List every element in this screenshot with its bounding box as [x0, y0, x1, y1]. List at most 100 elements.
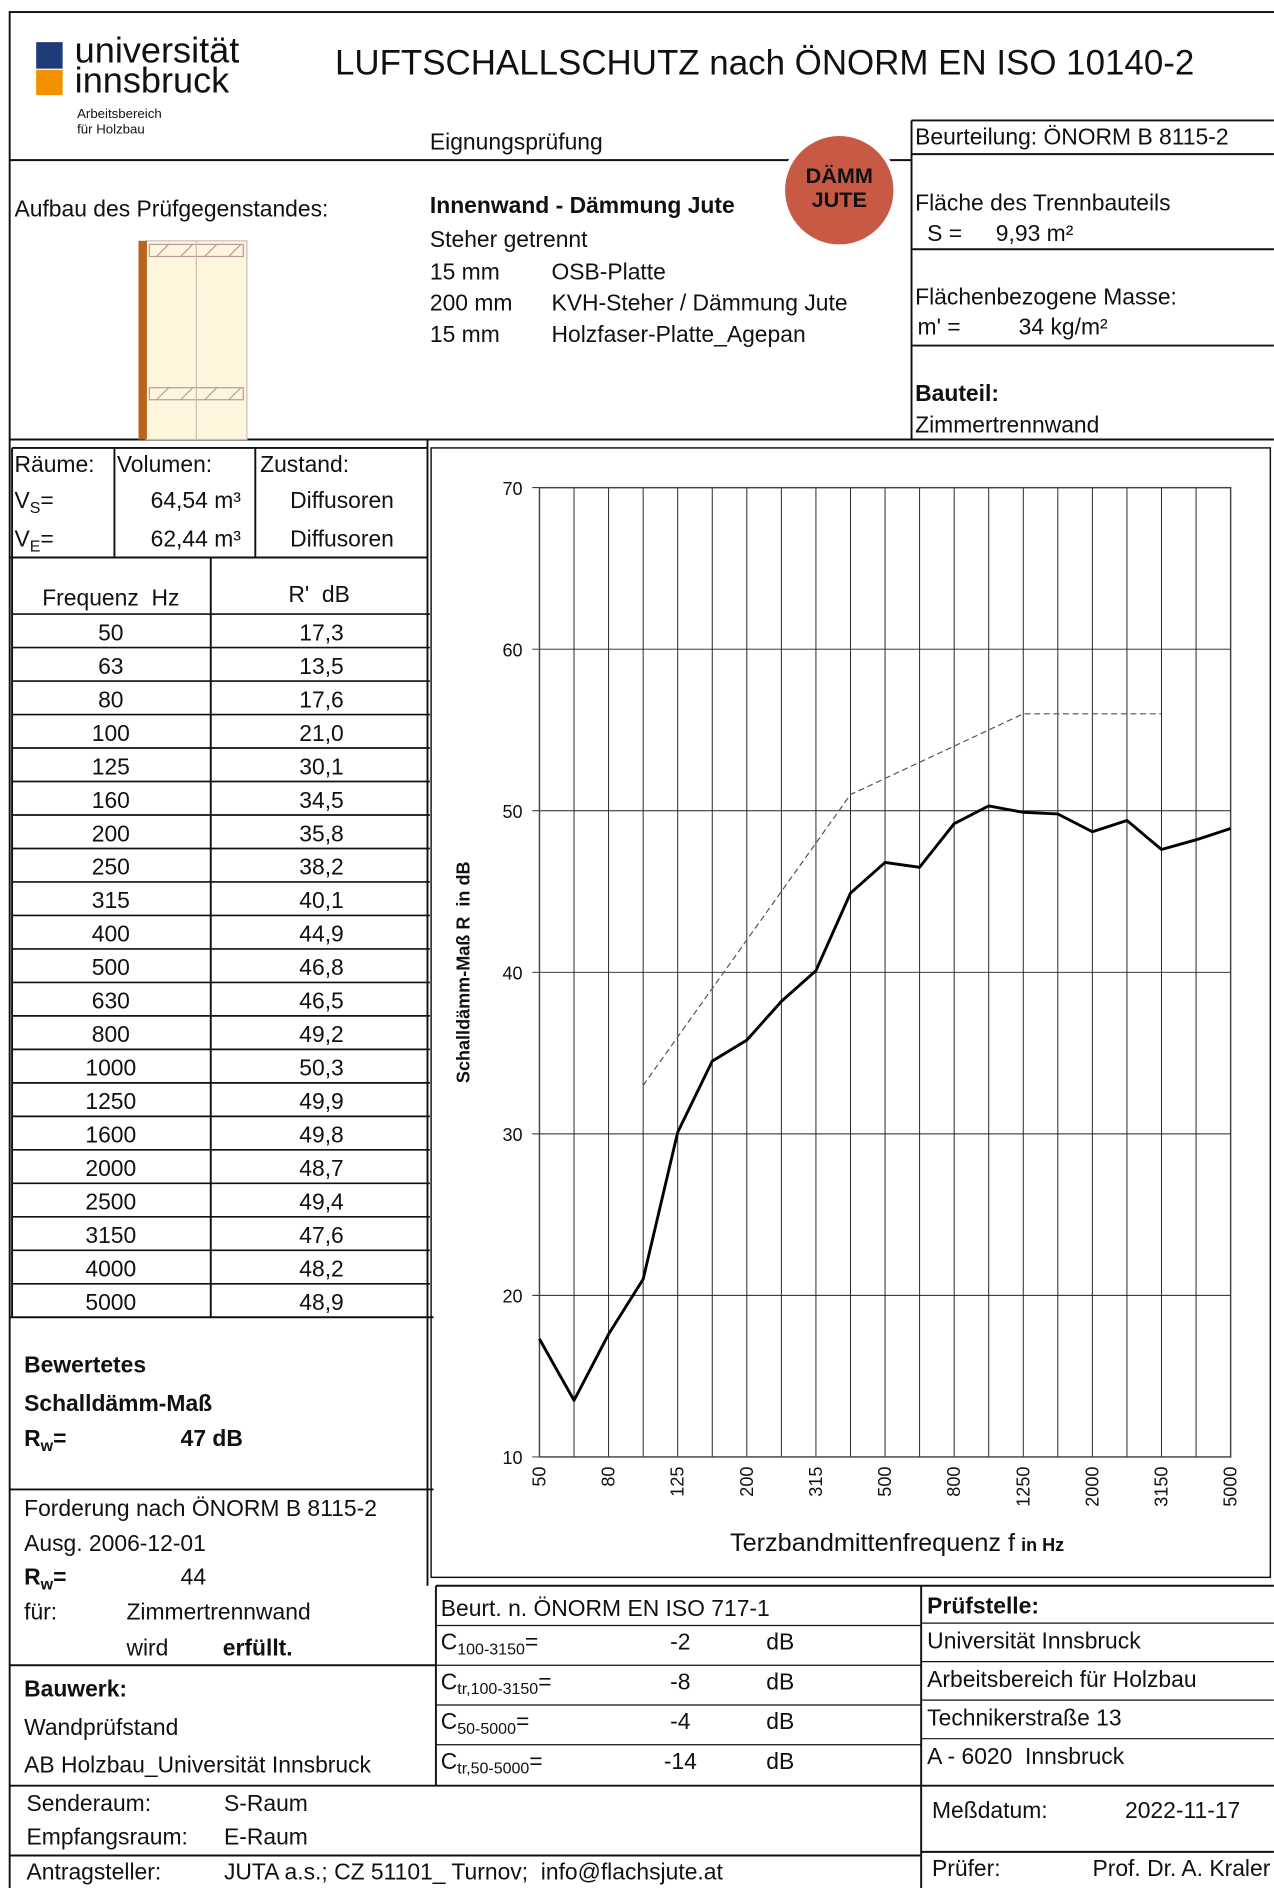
symbol-part: =	[538, 1668, 551, 1694]
room-volume: 62,44 m³	[151, 526, 242, 552]
lab-line: Arbeitsbereich für Holzbau	[927, 1666, 1196, 1692]
table-value: 48,2	[299, 1256, 344, 1282]
badge-text: JUTE	[812, 187, 867, 212]
subscript: S	[30, 500, 41, 517]
symbol-part: C	[441, 1748, 458, 1774]
footer-value: E-Raum	[224, 1824, 308, 1850]
mass-symbol: m' =	[918, 314, 961, 340]
x-tick-label: 800	[944, 1467, 964, 1497]
spectrum-value: -8	[670, 1668, 690, 1694]
rating-value: 47 dB	[181, 1425, 243, 1451]
test-type: Eignungsprüfung	[430, 128, 603, 154]
table-header: Frequenz Hz	[42, 585, 179, 611]
symbol-part: =	[40, 487, 53, 513]
y-tick-label: 40	[503, 964, 523, 984]
y-tick-label: 20	[503, 1287, 523, 1307]
subscript: w	[40, 1438, 54, 1455]
mass-label: Flächenbezogene Masse:	[915, 284, 1177, 310]
x-label-main: Terzbandmittenfrequenz f	[730, 1529, 1016, 1557]
symbol-part: V	[14, 526, 30, 552]
specimen-note: Steher getrennt	[430, 226, 588, 252]
table-freq: 160	[92, 787, 130, 813]
x-tick-label: 3150	[1152, 1467, 1172, 1507]
footer-value: S-Raum	[224, 1790, 308, 1816]
y-tick-label: 60	[503, 640, 523, 660]
spectrum-value: -2	[670, 1629, 690, 1655]
table-freq: 400	[92, 921, 130, 947]
x-tick-label: 200	[737, 1467, 757, 1497]
lab-label: Prüfstelle:	[927, 1592, 1039, 1618]
building-line: Wandprüfstand	[24, 1714, 178, 1740]
x-tick-label: 80	[599, 1467, 619, 1487]
table-value: 38,2	[299, 854, 344, 880]
x-tick-label: 5000	[1221, 1467, 1241, 1507]
layer-material: Holzfaser-Platte_Agepan	[552, 321, 806, 347]
y-axis-label: Schalldämm-Maß R in dB	[454, 861, 474, 1083]
table-value: 13,5	[299, 653, 344, 679]
table-value: 50,3	[299, 1055, 344, 1081]
table-freq: 1000	[85, 1055, 136, 1081]
table-value: 40,1	[299, 887, 344, 913]
logo-blue	[36, 42, 62, 68]
table-freq: 630	[92, 988, 130, 1014]
requirement-result: erfüllt.	[223, 1635, 293, 1661]
x-tick-label: 2000	[1082, 1467, 1102, 1507]
wall-sketch	[139, 241, 247, 440]
layer-thickness: 15 mm	[430, 258, 500, 284]
table-value: 17,3	[299, 619, 344, 645]
table-value: 46,5	[299, 988, 344, 1014]
table-value: 49,8	[299, 1122, 344, 1148]
room-state: Diffusoren	[290, 526, 394, 552]
symbol-part: =	[525, 1629, 538, 1655]
room-state: Diffusoren	[290, 487, 394, 513]
logo-text: innsbruck	[75, 60, 230, 101]
requirement-for: für:	[24, 1598, 57, 1624]
y-tick-label: 10	[503, 1448, 523, 1468]
lab-line: Technikerstraße 13	[927, 1704, 1121, 1730]
spectrum-unit: dB	[766, 1748, 794, 1774]
footer-value: JUTA a.s.; CZ 51101_ Turnov; info@flachs…	[224, 1859, 723, 1885]
table-value: 17,6	[299, 686, 344, 712]
x-tick-label: 50	[529, 1467, 549, 1487]
symbol-part: =	[40, 526, 53, 552]
spectrum-title: Beurt. n. ÖNORM EN ISO 717-1	[441, 1595, 770, 1621]
footer-label: Prüfer:	[932, 1855, 1001, 1881]
table-freq: 4000	[85, 1256, 136, 1282]
table-freq: 63	[98, 653, 123, 679]
mass-value: 34 kg/m²	[1019, 314, 1108, 340]
specimen-label: Aufbau des Prüfgegenstandes:	[14, 196, 328, 222]
lab-line: A - 6020 Innsbruck	[927, 1743, 1125, 1769]
rooms-header: Volumen:	[117, 451, 212, 477]
assessment: Beurteilung: ÖNORM B 8115-2	[915, 123, 1228, 149]
spectrum-unit: dB	[766, 1629, 794, 1655]
x-label-unit: in Hz	[1021, 1535, 1064, 1555]
spectrum-unit: dB	[766, 1708, 794, 1734]
layer-material: KVH-Steher / Dämmung Jute	[552, 290, 848, 316]
table-freq: 2500	[85, 1189, 136, 1215]
table-freq: 100	[92, 720, 130, 746]
specimen-name: Innenwand - Dämmung Jute	[430, 192, 735, 218]
logo-orange	[36, 70, 62, 95]
title: LUFTSCHALLSCHUTZ nach ÖNORM EN ISO 10140…	[335, 44, 1194, 83]
building-label: Bauwerk:	[24, 1676, 127, 1702]
requirement-value: 44	[181, 1564, 207, 1590]
subscript: tr,100-3150	[457, 1681, 538, 1698]
x-tick-label: 500	[875, 1467, 895, 1497]
x-tick-label: 315	[806, 1467, 826, 1497]
table-value: 21,0	[299, 720, 344, 746]
table-header: R' dB	[288, 581, 350, 607]
footer-value: 2022-11-17	[1125, 1797, 1240, 1823]
table-freq: 315	[92, 887, 130, 913]
subscript: E	[30, 538, 41, 555]
x-tick-label: 1250	[1013, 1467, 1033, 1507]
table-freq: 250	[92, 854, 130, 880]
table-freq: 125	[92, 753, 130, 779]
table-freq: 500	[92, 954, 130, 980]
badge-text: DÄMM	[806, 163, 873, 188]
spectrum-unit: dB	[766, 1668, 794, 1694]
table-value: 44,9	[299, 921, 344, 947]
table-value: 49,2	[299, 1021, 344, 1047]
component-value: Zimmertrennwand	[915, 411, 1099, 437]
rating-label: Bewertetes	[24, 1352, 146, 1378]
